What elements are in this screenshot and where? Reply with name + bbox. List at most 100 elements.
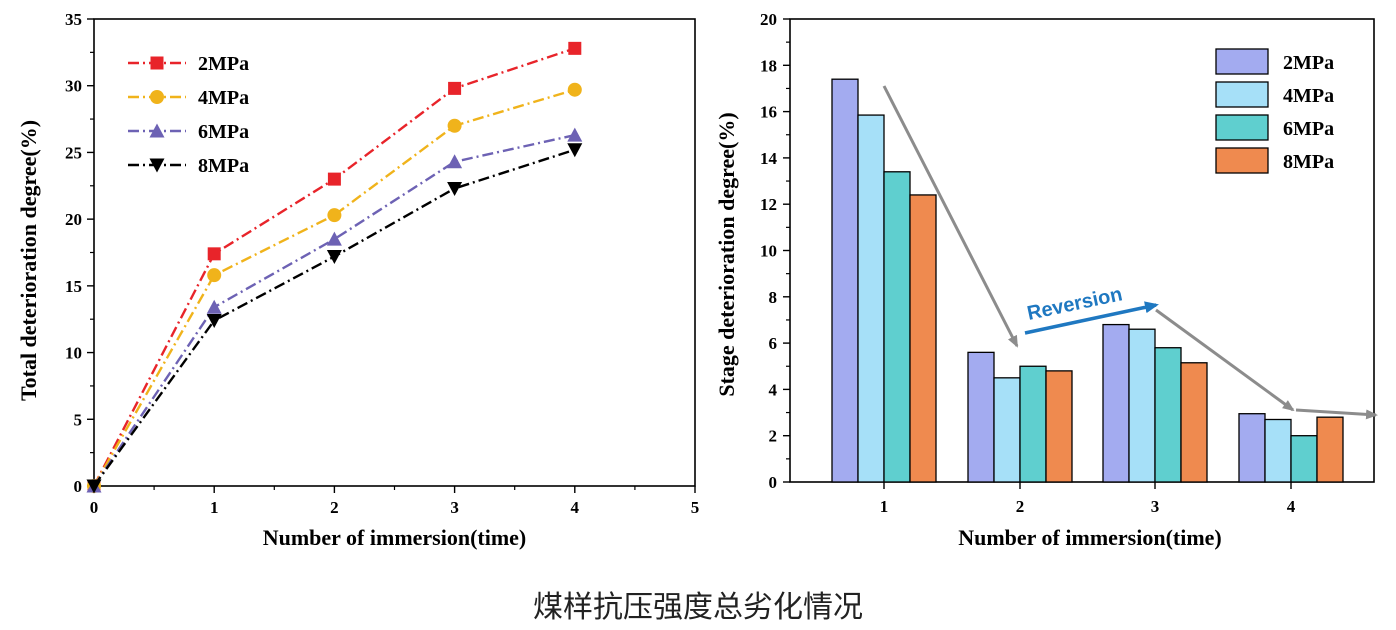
y-tick-label: 18 [760, 56, 777, 75]
series-line [92, 88, 576, 487]
bar [1290, 435, 1318, 483]
x-tick-label: 2 [1016, 497, 1025, 516]
data-point [447, 181, 463, 196]
reversion-arrow [1024, 301, 1159, 335]
series-8MPa [909, 194, 1344, 483]
legend-label: 8MPa [198, 155, 249, 177]
y-tick-label: 4 [769, 380, 778, 399]
data-point [567, 143, 583, 158]
bar [1154, 347, 1182, 483]
data-point [206, 299, 222, 314]
bar [993, 377, 1021, 483]
data-point [150, 56, 164, 70]
legend-label: 6MPa [1283, 118, 1334, 140]
legend-label: 4MPa [1283, 85, 1334, 107]
x-tick-label: 3 [450, 498, 459, 517]
y-tick-label: 25 [65, 143, 82, 162]
x-tick-label: 1 [210, 498, 219, 517]
y-tick-label: 8 [769, 288, 778, 307]
bar [967, 351, 995, 483]
series-4MPa [857, 114, 1292, 483]
bar [857, 114, 885, 483]
data-point [149, 123, 165, 138]
y-tick-label: 30 [65, 77, 82, 96]
y-tick-label: 15 [65, 277, 82, 296]
trend-arrow [882, 85, 1019, 348]
reversion-label: Reversion [1025, 283, 1124, 325]
bar [1180, 362, 1208, 483]
x-tick-label: 1 [880, 497, 889, 516]
x-tick-label: 2 [330, 498, 339, 517]
series-line [93, 148, 576, 487]
bar [1264, 418, 1292, 483]
trend-arrow [1295, 408, 1378, 420]
bar [1045, 370, 1073, 483]
y-tick-label: 5 [74, 410, 83, 429]
x-tick-label: 3 [1151, 497, 1160, 516]
x-axis-title: Number of immersion(time) [263, 525, 527, 550]
legend-label: 6MPa [198, 121, 249, 143]
data-point [567, 127, 583, 142]
data-point [206, 314, 222, 329]
y-tick-label: 10 [760, 242, 777, 261]
trend-arrow [1155, 308, 1295, 412]
bar [831, 78, 859, 483]
x-tick-label: 5 [691, 498, 700, 517]
bar [1019, 365, 1047, 483]
series-line [93, 133, 576, 487]
data-point [150, 90, 164, 104]
legend-label: 8MPa [1283, 151, 1334, 173]
bar [1316, 416, 1344, 483]
series-line [92, 47, 576, 487]
y-axis-title: Total deterioration degree(%) [16, 120, 41, 401]
y-tick-label: 2 [769, 427, 778, 446]
line-plot-frame [93, 18, 696, 487]
data-point [447, 118, 462, 133]
bar [909, 194, 937, 483]
x-axis-title: Number of immersion(time) [958, 525, 1222, 550]
bar [1238, 413, 1266, 483]
y-tick-label: 20 [760, 10, 777, 29]
data-point [149, 158, 165, 173]
x-tick-label: 4 [571, 498, 580, 517]
series-2MPa [87, 41, 582, 493]
legend-label: 2MPa [1283, 52, 1334, 74]
legend-swatch [1215, 147, 1269, 174]
legend-label: 2MPa [198, 53, 249, 75]
data-point [327, 208, 342, 223]
data-point [448, 81, 462, 95]
line-chart: 0 5 10 15 20 25 30 35 0 1 2 3 4 5 Number of immersion(… [16, 10, 699, 550]
data-point [326, 250, 342, 265]
series-2MPa [831, 78, 1266, 483]
legend-swatch [1215, 48, 1269, 75]
y-tick-label: 10 [65, 344, 82, 363]
y-tick-label: 6 [769, 334, 778, 353]
y-tick-label: 0 [769, 473, 778, 492]
x-tick-label: 0 [90, 498, 99, 517]
bar [1128, 328, 1156, 483]
y-axis-title: Stage deterioration degree(%) [714, 112, 739, 396]
bar [883, 171, 911, 483]
x-tick-label: 4 [1287, 497, 1296, 516]
y-tick-label: 35 [65, 10, 82, 29]
y-tick-label: 14 [760, 149, 778, 168]
legend-swatch [1215, 114, 1269, 141]
data-point [447, 154, 463, 169]
bar-legend: 2MPa 4MPa 6MPa 8MPa [1215, 48, 1334, 174]
y-tick-label: 16 [760, 103, 777, 122]
data-point [326, 231, 342, 246]
y-tick-label: 20 [65, 210, 82, 229]
data-point [86, 479, 102, 494]
line-legend: 2MPa 4MPa 6MPa 8MPa [128, 53, 249, 177]
y-tick-label: 12 [760, 195, 777, 214]
legend-label: 4MPa [198, 87, 249, 109]
data-point [568, 41, 582, 55]
y-tick-label: 0 [74, 477, 83, 496]
data-point [327, 172, 341, 186]
data-point [567, 82, 582, 97]
data-point [207, 247, 221, 261]
bar [1102, 323, 1130, 483]
figure-caption: 煤样抗压强度总劣化情况 [533, 590, 863, 625]
